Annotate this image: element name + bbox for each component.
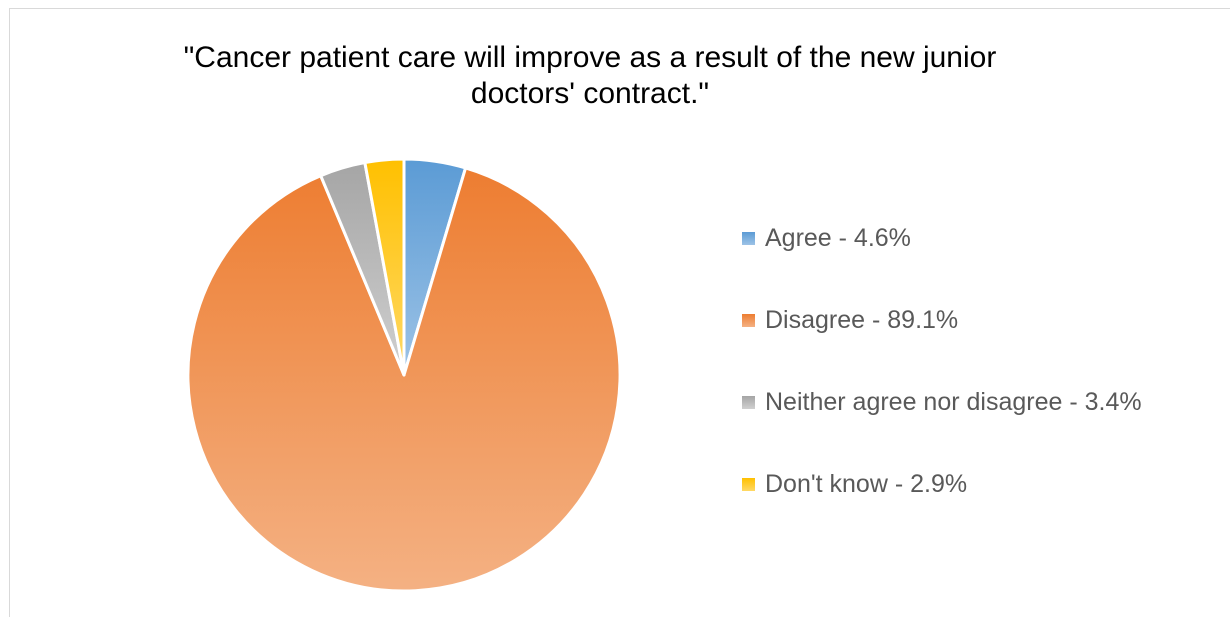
legend-label: Disagree - 89.1% — [765, 305, 959, 334]
legend-swatch — [742, 231, 755, 245]
legend-label: Neither agree nor disagree - 3.4% — [765, 387, 1142, 416]
pie-slice-don-t-know — [363, 157, 406, 377]
legend-swatch — [742, 477, 755, 491]
pie-slice-disagree — [186, 166, 622, 593]
legend-label: Don't know - 2.9% — [765, 469, 968, 498]
legend-label: Agree - 4.6% — [765, 223, 911, 252]
legend-item: Agree - 4.6% — [742, 216, 911, 260]
legend-item: Disagree - 89.1% — [742, 298, 958, 342]
legend-item: Don't know - 2.9% — [742, 462, 967, 506]
legend-item: Neither agree nor disagree - 3.4% — [742, 380, 1142, 424]
legend-swatch — [742, 313, 755, 327]
chart-area — [9, 8, 1230, 617]
chart-title: "Cancer patient care will improve as a r… — [183, 41, 997, 110]
legend-swatch — [742, 395, 755, 409]
